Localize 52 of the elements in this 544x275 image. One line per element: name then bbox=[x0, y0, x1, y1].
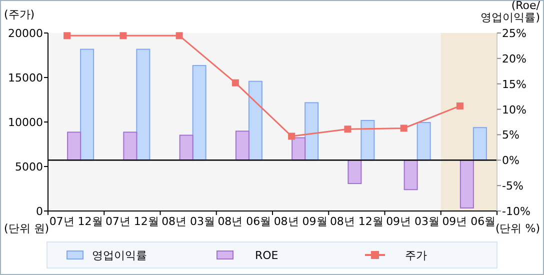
y-tick-label: 10000 bbox=[8, 116, 43, 129]
x-tick-label: 09년 03월 bbox=[386, 215, 440, 228]
point bbox=[456, 102, 464, 110]
legend-label: 영업이익률 bbox=[92, 249, 147, 262]
point bbox=[400, 124, 408, 132]
y-tick-label: 5000 bbox=[15, 160, 43, 174]
bar bbox=[179, 134, 194, 161]
bar bbox=[136, 48, 150, 161]
point bbox=[64, 32, 71, 40]
text: (단위 원) bbox=[4, 222, 50, 235]
y2-tick-label: 0% bbox=[502, 154, 520, 168]
x-tick-label: 08년 12월 bbox=[330, 215, 384, 228]
point bbox=[232, 79, 239, 86]
bar bbox=[248, 80, 262, 161]
x-tick-label: 08년 06월 bbox=[218, 215, 272, 228]
bar bbox=[292, 137, 306, 161]
y2-tick-label: -10% bbox=[502, 205, 530, 218]
point bbox=[344, 126, 352, 133]
y2-tick-label: 20% bbox=[502, 52, 526, 66]
y-tick-label: 0 bbox=[36, 205, 43, 218]
legend-label: 주가 bbox=[405, 249, 427, 262]
bar bbox=[416, 122, 431, 161]
bar bbox=[235, 130, 250, 161]
bar bbox=[348, 160, 362, 184]
x-tick-label: 09년 06월 bbox=[442, 215, 496, 228]
bar bbox=[192, 65, 206, 161]
y-tick-label: 15000 bbox=[8, 72, 43, 84]
legend-label: ROE bbox=[255, 249, 278, 262]
y2-tick-label: 25% bbox=[502, 27, 526, 40]
y2-tick-label: 10% bbox=[502, 103, 526, 116]
bar bbox=[67, 132, 82, 161]
bar bbox=[472, 127, 487, 161]
y2-axis-title: (Roe/ 영업이익률) bbox=[480, 0, 540, 24]
bar bbox=[360, 120, 375, 161]
y2-tick-label: 5% bbox=[502, 128, 520, 142]
x-tick-label: 07년 12월 bbox=[105, 215, 159, 228]
point bbox=[288, 132, 296, 140]
bar bbox=[80, 48, 94, 161]
y-axis-title: (주가) bbox=[4, 8, 35, 21]
y-tick-label: 20000 bbox=[8, 27, 43, 40]
text: (단위 %) bbox=[495, 222, 540, 235]
bar bbox=[460, 160, 474, 208]
y2-tick-label: -5% bbox=[502, 180, 524, 193]
point bbox=[120, 32, 127, 40]
point bbox=[176, 32, 183, 40]
x-tick-label: 07년 12월 bbox=[49, 215, 103, 228]
y2-tick-label: 15% bbox=[502, 78, 526, 91]
x-tick-label: 08년 03월 bbox=[162, 215, 216, 228]
bar bbox=[123, 132, 138, 161]
bar bbox=[404, 160, 418, 190]
x-tick-label: 08년 09월 bbox=[274, 215, 328, 228]
bar bbox=[304, 102, 319, 161]
